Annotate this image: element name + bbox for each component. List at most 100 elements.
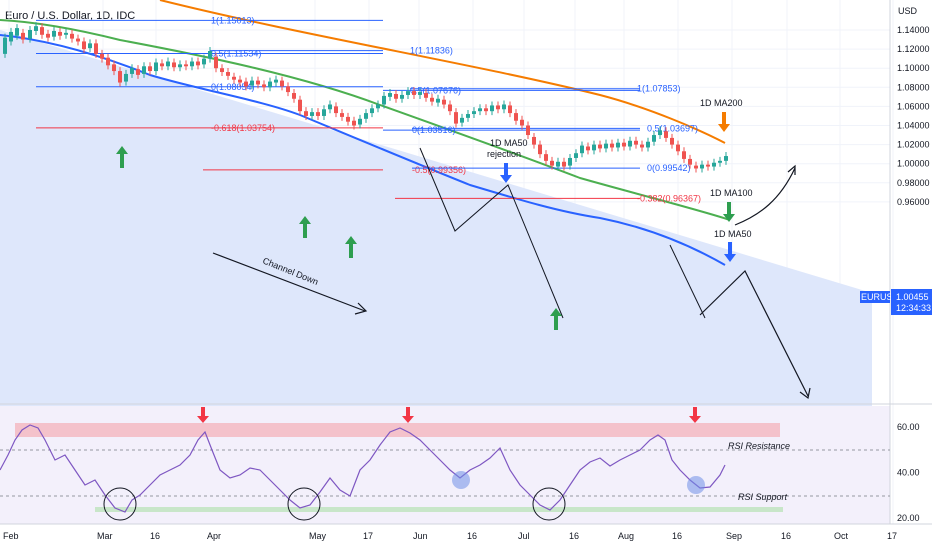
symbol-badge-name: EURUSD — [861, 292, 900, 302]
candle-body — [328, 104, 332, 110]
candle-body — [238, 79, 242, 83]
candle-body — [340, 113, 344, 117]
candle-body — [580, 145, 584, 154]
candle-body — [15, 28, 19, 36]
candle-body — [436, 98, 440, 103]
candle-body — [34, 26, 38, 31]
candle-body — [412, 91, 416, 95]
rsi-tick-label: 20.00 — [897, 513, 920, 523]
time-tick-label: 16 — [150, 531, 160, 541]
candle-body — [142, 66, 146, 74]
ma50-rejection-label-2: rejection — [487, 149, 521, 159]
rejection-wave-2 — [669, 244, 706, 319]
candle-body — [124, 73, 128, 82]
candle-body — [712, 162, 716, 167]
up-arrow — [345, 236, 357, 258]
rejection-wave-1 — [419, 147, 564, 319]
time-tick-label: 16 — [781, 531, 791, 541]
candle-body — [130, 68, 134, 74]
time-tick-label: 16 — [467, 531, 477, 541]
candle-body — [604, 143, 608, 149]
rsi-support-label: RSI Support — [738, 492, 788, 502]
candle-body — [574, 153, 578, 158]
candle-body — [490, 105, 494, 112]
candle-body — [118, 71, 122, 83]
time-tick-label: Apr — [207, 531, 221, 541]
candle-body — [622, 142, 626, 147]
rsi-support-zone — [95, 507, 783, 512]
channel-down-band — [0, 30, 872, 407]
candle-body — [136, 69, 140, 75]
candle-body — [376, 104, 380, 109]
price-tick-label: 0.96000 — [897, 197, 930, 207]
candle-body — [70, 33, 74, 39]
candle-body — [184, 64, 188, 67]
candles — [3, 22, 728, 173]
candle-body — [214, 56, 218, 69]
candle-body — [592, 144, 596, 151]
candle-body — [166, 61, 170, 67]
candle-body — [652, 135, 656, 142]
time-tick-label: 17 — [363, 531, 373, 541]
candle-body — [520, 119, 524, 126]
candle-body — [286, 86, 290, 93]
fib-level-label: -0.5(0.99356) — [412, 165, 466, 175]
candle-body — [364, 113, 368, 119]
candle-body — [718, 160, 722, 163]
candle-body — [40, 27, 44, 35]
candle-body — [178, 64, 182, 68]
candle-body — [448, 104, 452, 112]
fib-level-label: 0.5(1.11534) — [211, 49, 261, 59]
candle-body — [292, 93, 296, 99]
candle-body — [484, 108, 488, 112]
candle-body — [358, 118, 362, 125]
ma50-rejection-label-1: 1D MA50 — [490, 138, 528, 148]
ma50-label: 1D MA50 — [714, 229, 752, 239]
candle-body — [226, 72, 230, 76]
candle-body — [466, 114, 470, 118]
rsi-resistance-zone — [15, 423, 780, 437]
fib-level-label: -0.618(1.03754) — [211, 123, 275, 133]
candle-body — [418, 92, 422, 95]
candle-body — [658, 130, 662, 136]
candle-body — [538, 144, 542, 155]
candle-body — [556, 161, 560, 167]
candle-body — [202, 58, 206, 65]
price-badge-countdown: 12:34:33 — [896, 303, 931, 313]
candle-body — [3, 37, 7, 54]
candle-body — [424, 93, 428, 98]
time-tick-label: Mar — [97, 531, 113, 541]
candle-body — [688, 158, 692, 165]
currency-label: USD — [898, 6, 918, 16]
candle-body — [28, 30, 32, 39]
price-tick-label: 0.98000 — [897, 178, 930, 188]
down-arrow-rejection — [500, 163, 512, 183]
candle-body — [160, 63, 164, 67]
fib-level-label: 0.5(1.07676) — [410, 85, 461, 95]
candle-body — [676, 144, 680, 152]
rsi-line — [0, 424, 726, 513]
projection-path-up — [734, 167, 796, 226]
rsi-axis: 60.00 40.00 20.00 — [897, 422, 920, 523]
candle-body — [76, 38, 80, 42]
price-tick-label: 1.00000 — [897, 159, 930, 169]
time-tick-label: Oct — [834, 531, 849, 541]
candle-body — [628, 140, 632, 147]
candle-body — [562, 161, 566, 167]
channel-arrow-head — [354, 302, 368, 315]
candle-body — [460, 117, 464, 123]
candle-body — [388, 93, 392, 97]
price-tick-label: 1.10000 — [897, 63, 930, 73]
candle-body — [442, 99, 446, 105]
candle-body — [694, 165, 698, 169]
time-tick-label: Feb — [3, 531, 19, 541]
candle-body — [568, 157, 572, 166]
price-tick-label: 1.04000 — [897, 121, 930, 131]
price-tick-label: 1.06000 — [897, 101, 930, 111]
candle-body — [298, 99, 302, 112]
candle-body — [148, 66, 152, 72]
up-arrow — [116, 146, 128, 168]
candle-body — [640, 144, 644, 148]
candle-body — [106, 57, 110, 66]
